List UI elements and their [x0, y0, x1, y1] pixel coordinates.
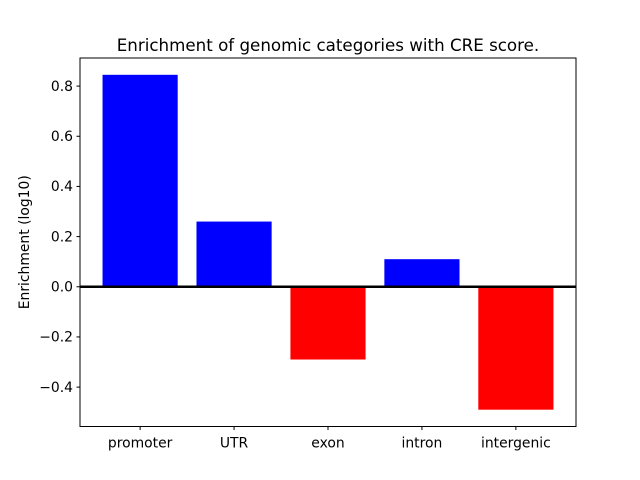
y-tick-label: 0.0: [51, 280, 73, 296]
x-tick-label-promoter: promoter: [108, 436, 173, 452]
bar-promoter: [102, 74, 178, 287]
y-tick-label: −0.2: [39, 330, 73, 346]
bar-UTR: [196, 221, 272, 287]
x-tick-label-UTR: UTR: [220, 436, 249, 452]
y-tick-label: 0.4: [51, 179, 73, 195]
x-tick-label-intron: intron: [402, 436, 443, 452]
x-tick-label-intergenic: intergenic: [481, 436, 551, 452]
bar-intergenic: [478, 286, 554, 410]
bar-exon: [290, 286, 366, 360]
y-tick-label: 0.8: [51, 79, 73, 95]
y-tick-label: 0.6: [51, 129, 73, 145]
bar-intron: [384, 259, 460, 287]
chart-title: Enrichment of genomic categories with CR…: [117, 35, 539, 55]
x-tick-label-exon: exon: [311, 436, 344, 452]
y-tick-label: 0.2: [51, 229, 73, 245]
y-axis-label: Enrichment (log10): [17, 175, 33, 309]
y-tick-label: −0.4: [39, 380, 73, 396]
